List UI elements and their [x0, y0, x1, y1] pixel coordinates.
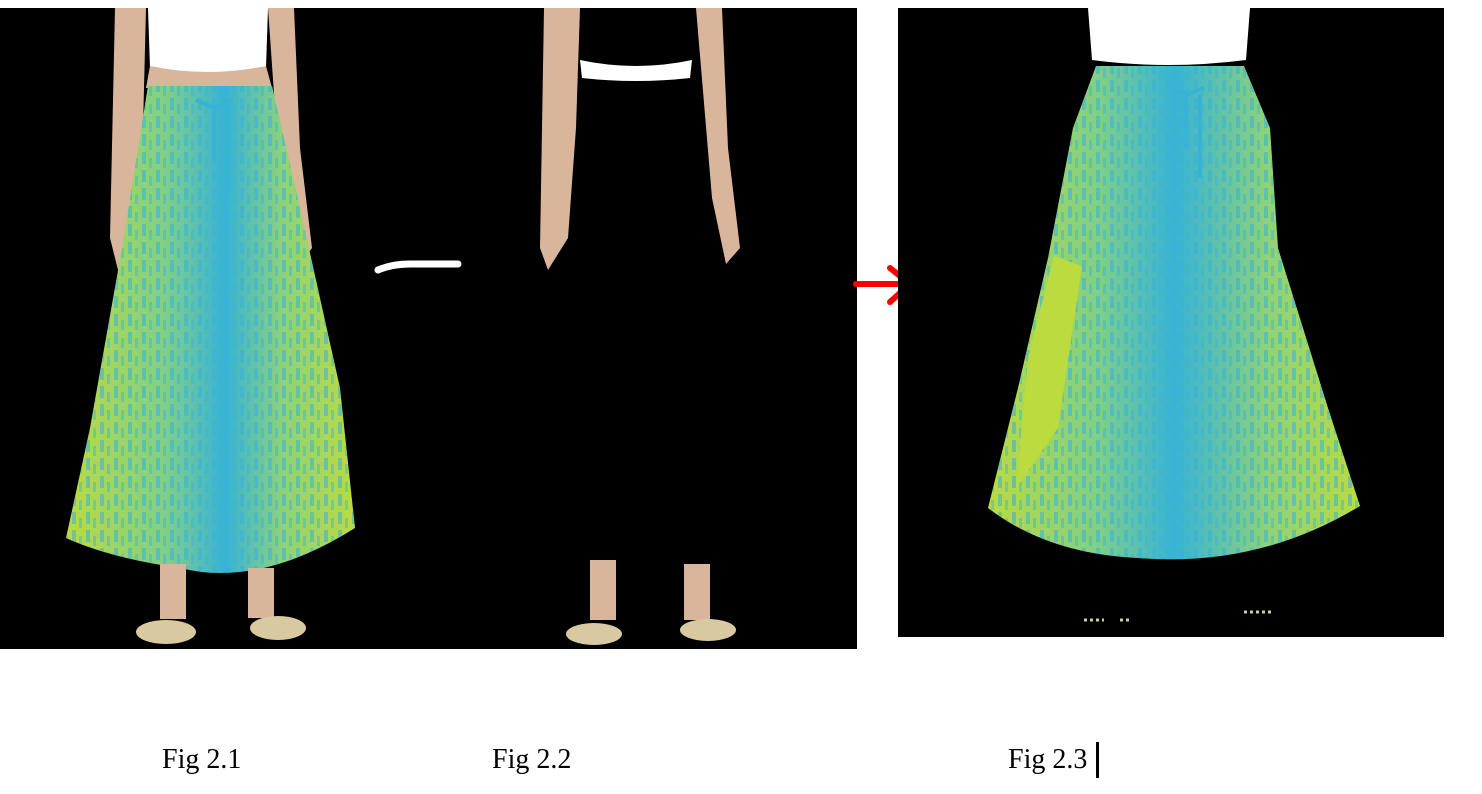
- white-top: [148, 8, 268, 73]
- right-arm: [268, 8, 312, 270]
- left-leg: [160, 564, 186, 619]
- left-shoe: [136, 620, 196, 644]
- drawstring: [195, 98, 233, 186]
- caption-fig-2-1: Fig 2.1: [162, 744, 242, 775]
- left-leg-fig-2-2: [590, 560, 616, 620]
- image-fig-2-1-2-2-canvas: [66, 8, 740, 645]
- white-top-fig-2-2: [580, 60, 692, 81]
- white-top-fig-2-3: [1088, 8, 1250, 65]
- right-shoe-fig-2-2: [680, 619, 736, 641]
- image-fig-2-3-canvas: [988, 8, 1360, 622]
- residual-specks: [1084, 610, 1274, 622]
- right-leg: [248, 568, 274, 618]
- skirt-artifact: [1016, 256, 1082, 488]
- midriff: [146, 66, 272, 88]
- right-shoe: [250, 616, 306, 640]
- left-shoe-fig-2-2: [566, 623, 622, 645]
- drawstring-fig-2-3: [1171, 86, 1205, 178]
- brush-stroke: [374, 260, 462, 274]
- caption-fig-2-3: Fig 2.3: [1008, 744, 1088, 775]
- text-cursor: [1096, 742, 1099, 778]
- image-fig-2-3: [898, 8, 1444, 637]
- right-arm-fig-2-2: [696, 8, 740, 264]
- image-fig-2-1-and-2-2: [0, 8, 857, 649]
- left-arm-fig-2-2: [540, 8, 580, 270]
- right-leg-fig-2-2: [684, 564, 710, 620]
- caption-fig-2-2: Fig 2.2: [492, 744, 572, 775]
